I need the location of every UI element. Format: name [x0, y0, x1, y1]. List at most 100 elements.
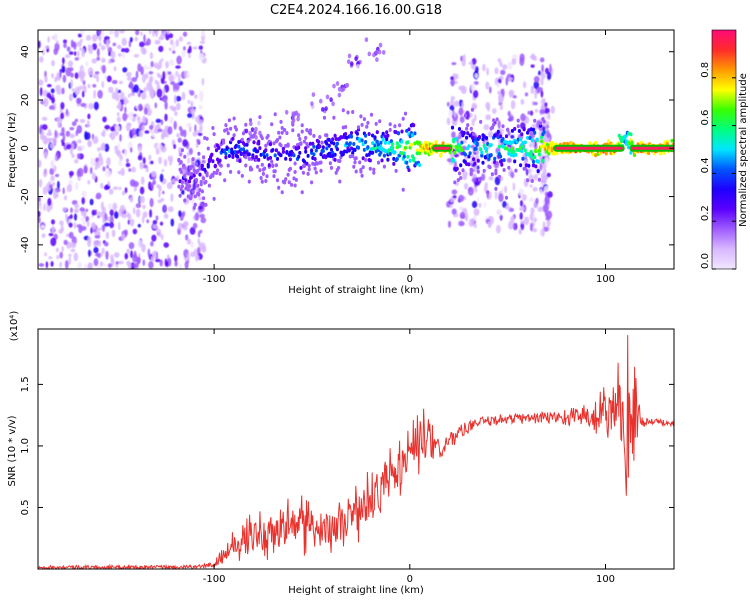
noise-blob	[139, 90, 144, 94]
noise-blob	[543, 152, 548, 157]
trace-point	[301, 170, 305, 175]
trace-point	[302, 139, 307, 144]
trace-point	[183, 198, 187, 203]
noise-blob	[519, 57, 525, 66]
noise-blob	[167, 71, 172, 75]
trace-point	[306, 144, 310, 149]
noise-blob	[55, 247, 59, 253]
trace-point	[225, 127, 229, 132]
noise-blob	[50, 237, 57, 247]
noise-blob	[99, 261, 104, 267]
noise-blob	[451, 62, 457, 66]
trace-point	[260, 136, 264, 141]
trace-point	[344, 125, 348, 129]
noise-blob	[458, 206, 464, 211]
noise-blob	[171, 178, 176, 184]
noise-blob	[84, 263, 87, 269]
noise-blob	[520, 98, 525, 105]
trace-point	[279, 153, 283, 158]
trace-point	[376, 160, 381, 165]
noise-blob	[199, 229, 203, 234]
trace-point	[180, 180, 184, 185]
noise-blob	[512, 222, 516, 231]
branch-point	[341, 86, 346, 92]
noise-blob	[454, 160, 457, 169]
noise-blob	[111, 229, 116, 238]
noise-blob	[549, 63, 552, 73]
trace-point	[506, 127, 510, 132]
noise-blob	[62, 133, 66, 142]
noise-blob	[469, 112, 473, 118]
trace-point	[349, 131, 354, 135]
trace-point	[460, 148, 464, 153]
noise-blob	[158, 45, 164, 53]
noise-blob	[537, 87, 543, 92]
trace-point	[312, 133, 316, 138]
x-tick-label: 100	[596, 574, 615, 585]
trace-point	[406, 140, 410, 145]
noise-blob	[51, 97, 55, 104]
noise-blob	[77, 33, 82, 38]
noise-blob	[162, 71, 166, 80]
trace-point	[275, 156, 280, 161]
noise-blob	[182, 139, 188, 148]
noise-blob	[65, 213, 68, 222]
trace-point	[204, 179, 208, 184]
noise-blob	[41, 124, 48, 131]
noise-blob	[64, 260, 69, 269]
branch-point	[354, 56, 358, 62]
trace-point	[469, 126, 473, 131]
noise-blob	[54, 42, 60, 52]
noise-blob	[142, 115, 147, 124]
noise-blob	[109, 215, 114, 224]
noise-blob	[53, 33, 59, 42]
noise-blob	[73, 252, 79, 262]
noise-blob	[152, 30, 155, 38]
noise-blob	[98, 35, 102, 42]
trace-point	[202, 196, 206, 201]
trace-point	[479, 119, 483, 124]
trace-point	[193, 202, 197, 207]
trace-point	[388, 151, 392, 156]
noise-blob	[173, 120, 177, 130]
noise-blob	[533, 174, 538, 181]
trace-point	[376, 143, 381, 147]
noise-blob	[133, 263, 139, 268]
noise-blob	[189, 90, 195, 96]
trace-point	[234, 127, 238, 132]
noise-blob	[103, 222, 110, 227]
noise-blob	[462, 86, 467, 94]
noise-blob	[104, 74, 107, 80]
noise-blob	[170, 81, 176, 86]
trace-point	[200, 189, 204, 194]
noise-blob	[110, 126, 116, 132]
trace-point	[489, 143, 493, 147]
trace-point	[387, 140, 391, 145]
noise-blob	[74, 159, 79, 164]
trace-point	[544, 149, 549, 154]
trace-point	[214, 148, 219, 153]
noise-blob	[140, 176, 145, 185]
noise-blob	[88, 249, 91, 258]
noise-blob	[488, 216, 492, 220]
trace-point	[264, 179, 268, 183]
noise-blob	[198, 45, 203, 50]
trace-point	[537, 152, 542, 157]
noise-blob	[38, 216, 41, 224]
trace-point	[516, 124, 520, 129]
noise-blob	[46, 132, 53, 137]
noise-blob	[446, 117, 451, 126]
trace-point	[402, 151, 406, 156]
trace-point	[351, 151, 355, 155]
trace-point	[232, 133, 236, 138]
trace-point	[393, 124, 397, 129]
noise-blob	[512, 95, 517, 99]
trace-point	[513, 126, 517, 131]
noise-blob	[132, 181, 139, 187]
trace-point	[196, 183, 200, 188]
trace-point	[469, 171, 473, 176]
trace-point	[535, 137, 539, 142]
trace-point	[480, 153, 484, 158]
trace-point	[221, 138, 226, 143]
noise-blob	[63, 42, 67, 49]
